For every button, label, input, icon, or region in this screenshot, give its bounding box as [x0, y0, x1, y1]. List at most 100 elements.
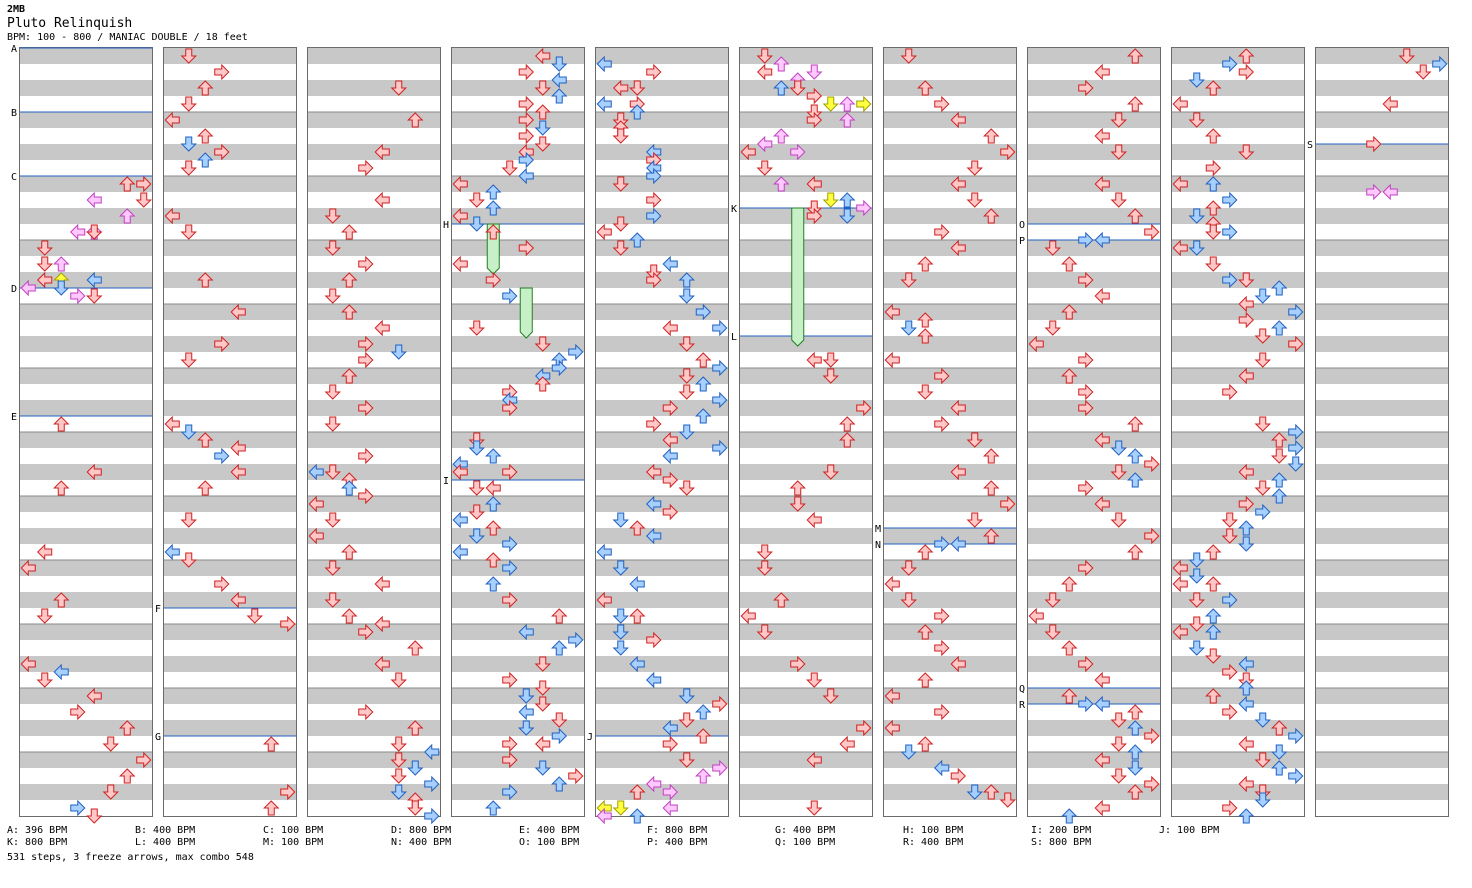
beat-stripe: [164, 720, 296, 736]
arrow-left-icon: [1094, 431, 1110, 449]
arrow-right-icon: [790, 143, 806, 161]
beat-stripe: [308, 688, 440, 704]
arrow-down-icon: [86, 224, 103, 240]
arrow-down-icon: [966, 512, 983, 528]
arrow-left-icon: [1238, 655, 1254, 673]
beat-stripe: [884, 688, 1016, 704]
beat-stripe: [308, 112, 440, 128]
arrow-left-icon: [1094, 799, 1110, 817]
arrow-left-icon: [662, 319, 678, 337]
beat-stripe: [740, 720, 872, 736]
arrow-right-icon: [502, 399, 518, 417]
arrow-up-icon: [1061, 256, 1078, 272]
beat-stripe: [1316, 336, 1448, 352]
arrow-up-icon: [53, 256, 70, 272]
arrow-down-icon: [1188, 616, 1205, 632]
arrow-up-icon: [551, 640, 568, 656]
beat-stripe: [308, 208, 440, 224]
arrow-right-icon: [712, 695, 728, 713]
arrow-up-icon: [197, 272, 214, 288]
arrow-right-icon: [1222, 663, 1238, 681]
beat-stripe: [1028, 592, 1160, 608]
beat-stripe: [884, 336, 1016, 352]
arrow-left-icon: [1094, 751, 1110, 769]
arrow-down-icon: [468, 504, 485, 520]
arrow-left-icon: [884, 303, 900, 321]
beat-stripe: [308, 784, 440, 800]
arrow-left-icon: [662, 255, 678, 273]
column-border: [1027, 47, 1161, 817]
arrow-down-icon: [612, 240, 629, 256]
arrow-up-icon: [197, 432, 214, 448]
arrow-down-icon: [999, 792, 1016, 808]
arrow-left-icon: [518, 623, 534, 641]
arrow-right-icon: [695, 303, 711, 321]
arrow-left-icon: [452, 175, 468, 193]
arrow-right-icon: [136, 175, 152, 193]
arrow-up-icon: [839, 432, 856, 448]
arrow-up-icon: [695, 768, 712, 784]
beat-stripe: [740, 80, 872, 96]
beat-stripe: [1028, 496, 1160, 512]
arrow-right-icon: [136, 751, 152, 769]
arrow-down-icon: [324, 464, 341, 480]
beat-stripe: [596, 784, 728, 800]
bpm-o: O: 100 BPM: [519, 837, 580, 848]
arrow-down-icon: [1238, 536, 1255, 552]
arrow-left-icon: [86, 463, 102, 481]
arrow-up-icon: [1205, 624, 1222, 640]
arrow-right-icon: [358, 159, 374, 177]
arrow-up-icon: [341, 224, 358, 240]
beat-stripe: [1028, 400, 1160, 416]
arrow-down-icon: [36, 256, 53, 272]
arrow-up-icon: [1271, 280, 1288, 296]
arrow-right-icon: [502, 287, 518, 305]
bpm-marker-label: K: [731, 204, 737, 215]
arrow-down-icon: [789, 496, 806, 512]
arrow-up-icon: [485, 224, 502, 240]
arrow-down-icon: [822, 368, 839, 384]
arrow-right-icon: [662, 399, 678, 417]
beat-stripe: [884, 592, 1016, 608]
arrow-down-icon: [900, 272, 917, 288]
arrow-right-icon: [502, 463, 518, 481]
arrow-down-icon: [390, 344, 407, 360]
arrow-left-icon: [839, 735, 855, 753]
arrow-down-icon: [900, 744, 917, 760]
bpm-q: Q: 100 BPM: [775, 837, 836, 848]
arrow-right-icon: [214, 63, 230, 81]
arrow-down-icon: [180, 136, 197, 152]
arrow-down-icon: [756, 560, 773, 576]
beat-stripe: [596, 752, 728, 768]
bpm-c: C: 100 BPM: [263, 825, 324, 836]
arrow-up-icon: [1238, 680, 1255, 696]
arrow-down-icon: [390, 672, 407, 688]
beat-stripe: [164, 752, 296, 768]
arrow-up-icon: [983, 448, 1000, 464]
arrow-right-icon: [662, 783, 678, 801]
arrow-right-icon: [1222, 383, 1238, 401]
arrow-down-icon: [324, 560, 341, 576]
beat-stripe: [1028, 240, 1160, 256]
beat-stripe: [884, 176, 1016, 192]
step-summary: 531 steps, 3 freeze arrows, max combo 54…: [7, 852, 254, 863]
arrow-up-icon: [1205, 688, 1222, 704]
beat-stripe: [452, 560, 584, 576]
beat-stripe: [1316, 784, 1448, 800]
beat-stripe: [452, 784, 584, 800]
arrow-down-icon: [645, 264, 662, 280]
arrow-right-icon: [568, 767, 584, 785]
arrow-left-icon: [308, 463, 324, 481]
arrow-left-icon: [230, 591, 246, 609]
arrow-left-icon: [806, 511, 822, 529]
arrow-left-icon: [806, 751, 822, 769]
beat-stripe: [1028, 688, 1160, 704]
beat-stripe: [164, 176, 296, 192]
arrow-up-icon: [119, 176, 136, 192]
bpm-m: M: 100 BPM: [263, 837, 324, 848]
arrow-right-icon: [1222, 271, 1238, 289]
arrow-down-icon: [1238, 672, 1255, 688]
arrow-down-icon: [1044, 624, 1061, 640]
arrow-left-icon: [884, 719, 900, 737]
arrow-down-icon: [324, 240, 341, 256]
